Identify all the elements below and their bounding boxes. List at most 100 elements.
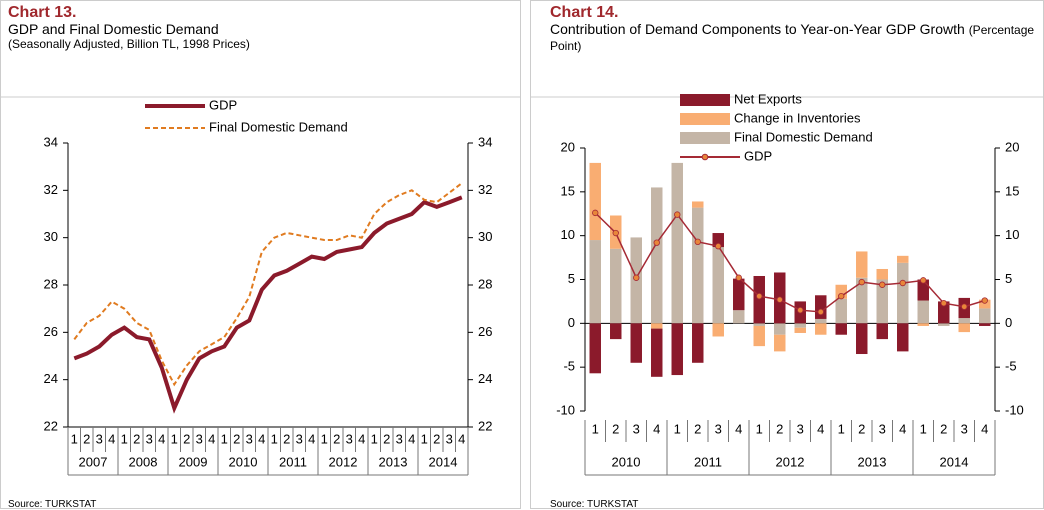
header: Chart 13. GDP and Final Domestic Demand … [8, 4, 508, 52]
year-label: 2012 [329, 454, 358, 469]
bar [589, 162, 601, 241]
x-tick-label: 3 [146, 431, 153, 446]
bar [938, 301, 950, 324]
bar [651, 323, 663, 329]
y-tick-label: -10 [1005, 402, 1024, 417]
y-tick-label: 28 [478, 276, 492, 291]
bar [835, 284, 847, 299]
bar [610, 323, 622, 340]
marker [961, 303, 968, 310]
y-tick-label: 5 [568, 271, 575, 286]
legend-swatch [680, 94, 730, 106]
x-tick-label: 3 [446, 431, 453, 446]
bar [753, 275, 765, 324]
year-label: 2009 [179, 454, 208, 469]
bar [876, 268, 888, 280]
y-tick-label: 10 [1005, 227, 1019, 242]
x-tick-label: 2 [694, 421, 701, 436]
bar [589, 323, 601, 374]
y-tick-label: 32 [44, 182, 58, 197]
marker [981, 297, 988, 304]
year-label: 2013 [858, 454, 887, 469]
bar [917, 279, 929, 301]
y-tick-label: 32 [478, 182, 492, 197]
year-label: 2014 [429, 454, 458, 469]
chart-subtitle: (Seasonally Adjusted, Billion TL, 1998 P… [8, 37, 250, 51]
x-tick-label: 4 [981, 421, 988, 436]
legend-label: GDP [744, 148, 772, 163]
x-tick-label: 3 [879, 421, 886, 436]
chart-label: Chart 14. [550, 4, 619, 21]
marker [694, 238, 701, 246]
x-tick-label: 4 [258, 431, 265, 446]
x-tick-label: 3 [396, 431, 403, 446]
x-tick-label: 1 [71, 431, 78, 446]
year-label: 2011 [279, 454, 307, 469]
legend-swatch [701, 153, 709, 161]
x-tick-label: 2 [83, 431, 90, 446]
y-tick-label: 22 [478, 418, 492, 433]
y-tick-label: -5 [563, 359, 575, 374]
marker [899, 279, 906, 287]
chart-title: GDP and Final Domestic Demand [8, 21, 219, 37]
x-tick-label: 1 [920, 421, 927, 436]
x-tick-label: 1 [592, 421, 599, 436]
bar [774, 323, 786, 335]
y-tick-label: 24 [44, 371, 58, 386]
legend-swatch [680, 132, 730, 144]
x-tick-label: 4 [108, 431, 115, 446]
y-tick-label: 15 [561, 183, 575, 198]
x-tick-label: 1 [838, 421, 845, 436]
source: Source: TURKSTAT [8, 499, 97, 510]
y-tick-label: 26 [478, 324, 492, 339]
bar [917, 300, 929, 324]
marker [817, 308, 824, 316]
bar [733, 278, 745, 311]
y-tick-label: 30 [44, 229, 58, 244]
bar [774, 334, 786, 352]
marker [612, 229, 619, 237]
line [73, 182, 463, 387]
bar [979, 299, 991, 309]
marker [940, 299, 947, 307]
bar [938, 323, 950, 326]
x-tick-label: 4 [653, 421, 660, 436]
bar [712, 233, 724, 248]
bar [856, 323, 868, 355]
bar [589, 240, 601, 324]
x-tick-label: 2 [940, 421, 947, 436]
header: Chart 14. Contribution of Demand Compone… [550, 4, 1040, 54]
x-tick-label: 1 [271, 431, 278, 446]
y-tick-label: 0 [568, 315, 575, 330]
y-tick-label: 34 [478, 134, 492, 149]
x-tick-label: 3 [961, 421, 968, 436]
source: Source: TURKSTAT [550, 499, 639, 510]
chart-subtitle: (Percentage Point) [550, 23, 1035, 53]
y-tick-label: 15 [1005, 183, 1019, 198]
chart-title: Contribution of Demand Components to Yea… [550, 21, 965, 37]
marker [879, 281, 886, 288]
bar [876, 279, 888, 324]
marker [715, 242, 722, 250]
bar [712, 247, 724, 324]
year-label: 2012 [776, 454, 805, 469]
x-tick-label: 1 [171, 431, 178, 446]
y-tick-label: -10 [556, 402, 575, 417]
bar [958, 323, 970, 333]
y-tick-label: 20 [1005, 139, 1019, 154]
legend-label: Final Domestic Demand [209, 119, 348, 134]
chart-label: Chart 13. [8, 4, 77, 21]
year-label: 2007 [79, 454, 108, 469]
year-label: 2014 [940, 454, 969, 469]
marker [633, 274, 640, 281]
x-tick-label: 4 [458, 431, 465, 446]
x-tick-label: 1 [321, 431, 328, 446]
x-tick-label: 3 [246, 431, 253, 446]
y-tick-label: 28 [44, 276, 58, 291]
x-tick-label: 4 [308, 431, 315, 446]
y-tick-label: 26 [44, 324, 58, 339]
y-tick-label: 5 [1005, 271, 1012, 286]
legend-label: Net Exports [734, 91, 802, 106]
y-tick-label: 22 [44, 418, 58, 433]
